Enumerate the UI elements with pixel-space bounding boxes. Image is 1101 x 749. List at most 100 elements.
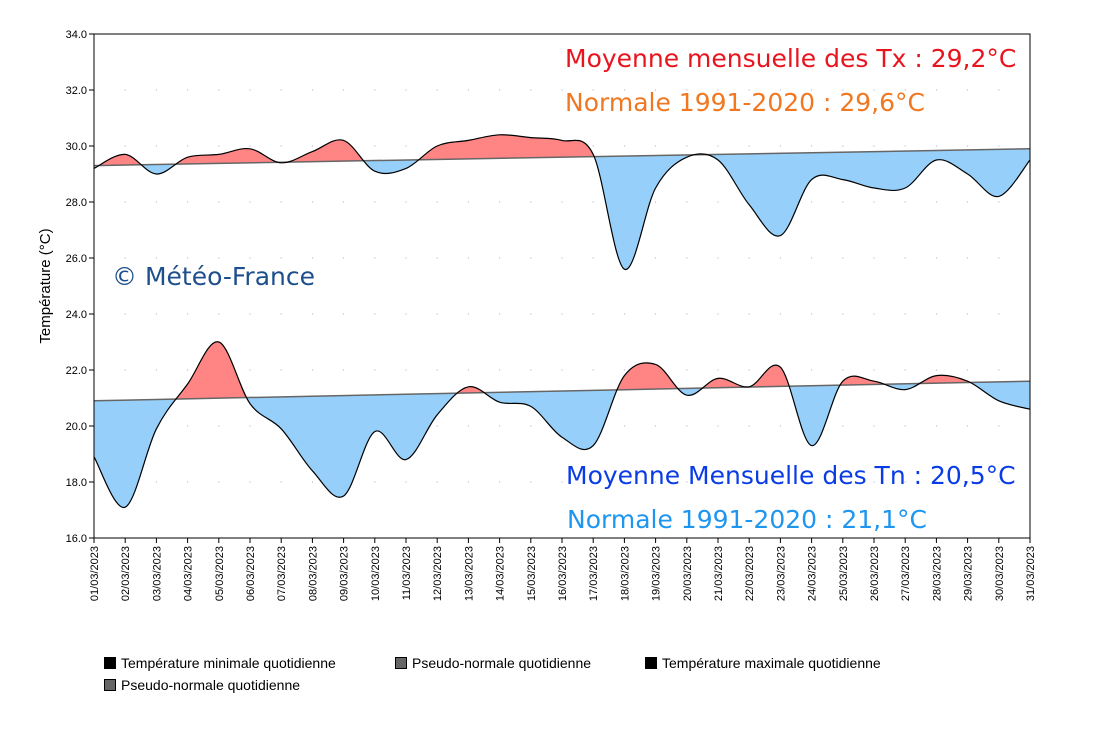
grid-dot (935, 145, 937, 147)
grid-dot (187, 425, 189, 427)
grid-dot (904, 481, 906, 483)
x-tick-label: 17/03/2023 (588, 546, 600, 601)
x-tick-label: 03/03/2023 (151, 546, 163, 601)
grid-dot (467, 313, 469, 315)
grid-dot (655, 257, 657, 259)
grid-dot (218, 313, 220, 315)
grid-dot (779, 145, 781, 147)
grid-dot (998, 313, 1000, 315)
grid-dot (811, 145, 813, 147)
tx-below-normal-area (94, 148, 1030, 270)
grid-dot (717, 89, 719, 91)
grid-dot (436, 89, 438, 91)
grid-dot (530, 201, 532, 203)
tn-normal-annotation: Normale 1991-2020 : 21,1°C (567, 505, 927, 534)
grid-dot (155, 201, 157, 203)
legend-label: Pseudo-normale quotidienne (121, 677, 301, 693)
x-tick-label: 02/03/2023 (120, 546, 132, 601)
grid-dot (842, 481, 844, 483)
x-tick-label: 01/03/2023 (89, 546, 101, 601)
x-tick-label: 25/03/2023 (838, 546, 850, 601)
grid-dot (343, 89, 345, 91)
grid-dot (717, 313, 719, 315)
grid-dot (748, 313, 750, 315)
grid-dot (904, 425, 906, 427)
grid-dot (249, 425, 251, 427)
grid-dot (842, 89, 844, 91)
y-tick-label: 26.0 (66, 253, 87, 265)
grid-dot (187, 369, 189, 371)
tn-normal-line (93, 380, 1031, 402)
grid-dot (561, 313, 563, 315)
grid-dot (935, 369, 937, 371)
grid-dot (967, 145, 969, 147)
grid-dot (561, 481, 563, 483)
grid-dot (343, 201, 345, 203)
x-tick-label: 30/03/2023 (994, 546, 1006, 601)
grid-dot (967, 201, 969, 203)
grid-dot (686, 369, 688, 371)
grid-dot (592, 313, 594, 315)
grid-dot (811, 257, 813, 259)
grid-dot (499, 201, 501, 203)
grid-dot (499, 481, 501, 483)
grid-dot (686, 201, 688, 203)
grid-dot (530, 369, 532, 371)
y-tick-label: 34.0 (66, 29, 87, 41)
x-tick-label: 27/03/2023 (900, 546, 912, 601)
grid-dot (873, 313, 875, 315)
grid-dot (530, 425, 532, 427)
grid-dot (218, 89, 220, 91)
x-tick-label: 11/03/2023 (401, 546, 413, 600)
legend-swatch (395, 657, 407, 669)
grid-dot (592, 481, 594, 483)
legend-swatch (104, 657, 116, 669)
grid-dot (655, 201, 657, 203)
grid-dot (904, 89, 906, 91)
grid-dot (467, 257, 469, 259)
grid-dot (842, 145, 844, 147)
grid-dot (374, 89, 376, 91)
grid-dot (686, 89, 688, 91)
grid-dot (842, 313, 844, 315)
x-tick-label: 21/03/2023 (713, 546, 725, 601)
grid-dot (592, 201, 594, 203)
grid-dot (280, 369, 282, 371)
grid-dot (124, 313, 126, 315)
x-tick-label: 07/03/2023 (276, 546, 288, 601)
grid-dot (592, 145, 594, 147)
grid-dot (374, 481, 376, 483)
grid-dot (748, 145, 750, 147)
grid-dot (374, 313, 376, 315)
grid-dot (467, 201, 469, 203)
grid-dot (249, 201, 251, 203)
grid-dot (280, 89, 282, 91)
x-tick-label: 28/03/2023 (931, 546, 943, 601)
grid-dot (280, 201, 282, 203)
x-tick-label: 05/03/2023 (214, 546, 226, 601)
legend-item-tx: Température maximale quotidienne (645, 655, 881, 671)
tn-line (93, 341, 1031, 508)
x-tick-label: 10/03/2023 (370, 546, 382, 601)
legend-swatch (104, 679, 116, 691)
grid-dot (218, 145, 220, 147)
grid-dot (280, 145, 282, 147)
grid-dot (998, 145, 1000, 147)
grid-dot (904, 145, 906, 147)
grid-dot (686, 425, 688, 427)
grid-dot (967, 313, 969, 315)
grid-dot (530, 481, 532, 483)
grid-dot (124, 201, 126, 203)
x-tick-label: 24/03/2023 (807, 546, 819, 601)
grid-dot (436, 313, 438, 315)
grid-dot (405, 369, 407, 371)
grid-dot (779, 257, 781, 259)
grid-dot (124, 369, 126, 371)
grid-dot (436, 425, 438, 427)
x-tick-label: 20/03/2023 (682, 546, 694, 601)
grid-dot (249, 481, 251, 483)
grid-dot (405, 89, 407, 91)
grid-dot (717, 201, 719, 203)
grid-dot (904, 369, 906, 371)
grid-dot (904, 201, 906, 203)
